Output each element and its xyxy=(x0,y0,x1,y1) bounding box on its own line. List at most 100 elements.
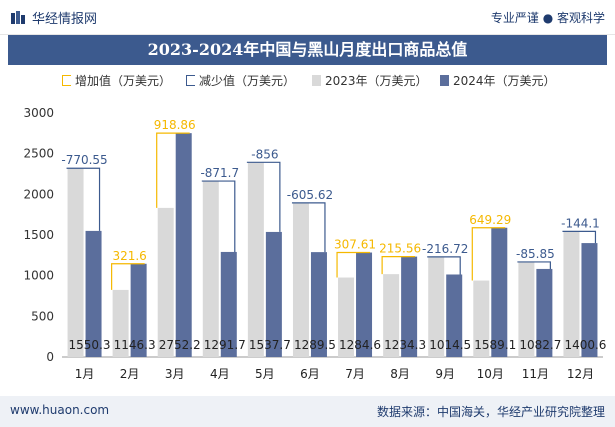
x-tick-label: 9月 xyxy=(435,367,455,381)
legend-decrease-swatch xyxy=(186,75,195,86)
decrease-bracket xyxy=(246,161,281,232)
data-label-2024: 1146.3 xyxy=(114,338,156,352)
y-tick-label: 1500 xyxy=(23,228,54,242)
data-label-2024: 1289.5 xyxy=(294,338,336,352)
brand[interactable]: 华经情报网 xyxy=(10,8,97,27)
legend-2023-swatch xyxy=(312,75,321,86)
legend-item-increase: 增加值（万美元） xyxy=(62,72,171,89)
decrease-bracket xyxy=(427,256,461,275)
bar-2024 xyxy=(401,256,418,357)
x-tick-label: 7月 xyxy=(345,367,365,381)
legend-decrease-label: 减少值（万美元） xyxy=(199,74,296,88)
legend-2024-label: 2024年（万美元） xyxy=(453,74,556,88)
data-label-2024: 1291.7 xyxy=(204,338,246,352)
decrease-label: -856 xyxy=(251,147,278,161)
legend-2023-label: 2023年（万美元） xyxy=(325,74,428,88)
y-tick-label: 0 xyxy=(46,350,54,364)
data-label-2024: 1400.6 xyxy=(564,338,606,352)
x-tick-label: 11月 xyxy=(522,367,549,381)
legend-item-decrease: 减少值（万美元） xyxy=(186,72,295,89)
brand-logo-icon xyxy=(11,10,25,24)
y-tick-label: 2500 xyxy=(23,147,54,161)
legend-increase-label: 增加值（万美元） xyxy=(75,74,172,88)
title-bar: 2023-2024年中国与黑山月度出口商品总值 xyxy=(8,35,607,65)
decrease-label: -871.7 xyxy=(200,166,239,180)
bar-2023 xyxy=(338,277,355,357)
data-label-2024: 1284.6 xyxy=(339,338,381,352)
x-tick-label: 6月 xyxy=(300,367,320,381)
bar-2024 xyxy=(536,268,553,357)
chart-title: 2023-2024年中国与黑山月度出口商品总值 xyxy=(147,40,468,59)
data-label-2024: 1550.3 xyxy=(69,338,111,352)
legend-item-2024: 2024年（万美元） xyxy=(440,72,556,89)
legend-2024-swatch xyxy=(440,75,449,86)
x-tick-label: 1月 xyxy=(75,367,95,381)
bar-2024 xyxy=(130,263,147,357)
increase-label: 307.61 xyxy=(334,238,376,252)
decrease-label: -85.85 xyxy=(516,247,555,261)
legend-increase-swatch xyxy=(62,75,71,86)
decrease-label: -605.62 xyxy=(287,188,333,202)
y-tick-label: 500 xyxy=(31,309,54,323)
decrease-bracket xyxy=(201,180,236,252)
decrease-label: -216.72 xyxy=(422,242,468,256)
top-bar: 华经情报网 专业严谨 ● 客观科学 xyxy=(0,0,615,35)
bar-2023 xyxy=(247,162,264,357)
legend: 增加值（万美元） 减少值（万美元） 2023年（万美元） 2024年（万美元） xyxy=(0,72,615,92)
bar-2023 xyxy=(518,261,535,357)
bar-2024 xyxy=(85,230,102,357)
legend-item-2023: 2023年（万美元） xyxy=(312,72,428,89)
bar-2023 xyxy=(428,256,445,357)
decrease-bracket xyxy=(291,202,326,253)
increase-bracket xyxy=(381,256,416,275)
bar-2023 xyxy=(563,231,580,357)
x-tick-label: 8月 xyxy=(390,367,410,381)
increase-bracket xyxy=(111,263,145,290)
increase-bracket xyxy=(156,132,190,208)
decrease-label: -144.1 xyxy=(561,216,600,230)
bar-2023 xyxy=(112,289,129,357)
decrease-bracket xyxy=(66,167,101,231)
y-tick-label: 1000 xyxy=(23,269,54,283)
bar-2024 xyxy=(491,227,508,357)
decrease-bracket xyxy=(562,230,597,244)
bar-2024 xyxy=(356,252,373,357)
x-tick-label: 5月 xyxy=(255,367,275,381)
data-label-2024: 1014.5 xyxy=(429,338,471,352)
bar-2024 xyxy=(310,252,327,357)
decrease-label: -770.55 xyxy=(61,153,107,167)
increase-label: 918.86 xyxy=(154,118,196,132)
bar-2024 xyxy=(175,133,192,357)
data-label-2024: 1234.3 xyxy=(384,338,426,352)
x-tick-label: 12月 xyxy=(567,367,594,381)
data-label-2024: 2752.2 xyxy=(159,338,201,352)
bar-2024 xyxy=(581,243,598,357)
data-label-2024: 1537.7 xyxy=(249,338,291,352)
increase-label: 215.56 xyxy=(379,242,421,256)
footer: www.huaon.com 数据来源：中国海关，华经产业研究院整理 xyxy=(0,396,615,427)
y-tick-label: 3000 xyxy=(23,106,54,120)
y-tick-label: 2000 xyxy=(23,187,54,201)
x-tick-label: 4月 xyxy=(210,367,230,381)
bar-chart: 0 500 1000 1500 2000 2500 3000 -770.55 1550.3 1月 3… xyxy=(23,106,606,381)
footer-url[interactable]: www.huaon.com xyxy=(10,403,110,417)
bar-2023 xyxy=(202,181,219,357)
decrease-bracket xyxy=(517,261,551,269)
data-label-2024: 1082.7 xyxy=(519,338,561,352)
bar-2024 xyxy=(220,251,237,357)
increase-bracket xyxy=(471,227,506,281)
data-label-2024: 1589.1 xyxy=(474,338,516,352)
bar-2023 xyxy=(292,202,309,357)
increase-bracket xyxy=(336,251,371,278)
x-tick-label: 3月 xyxy=(165,367,185,381)
x-tick-label: 10月 xyxy=(477,367,504,381)
increase-label: 649.29 xyxy=(469,213,511,227)
bar-2023 xyxy=(473,280,490,357)
footer-source: 数据来源：中国海关，华经产业研究院整理 xyxy=(376,405,605,419)
bar-2024 xyxy=(265,231,282,357)
bar-2023 xyxy=(383,274,400,357)
slogan: 专业严谨 ● 客观科学 xyxy=(490,11,605,25)
bar-2023 xyxy=(67,168,84,357)
brand-name: 华经情报网 xyxy=(32,12,98,27)
x-tick-label: 2月 xyxy=(120,367,140,381)
